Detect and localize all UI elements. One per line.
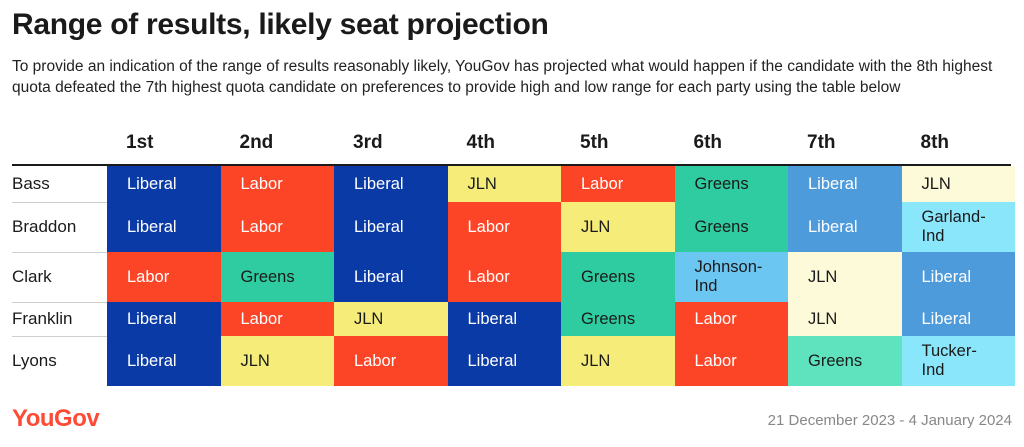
seat-cell: Liberal: [447, 302, 561, 336]
seat-cell: Liberal: [107, 302, 221, 336]
seat-cell: JLN: [447, 166, 561, 202]
seat-cell: Liberal: [788, 166, 902, 202]
chart-subtitle: To provide an indication of the range of…: [12, 58, 993, 96]
seat-cell: Labor: [107, 252, 221, 302]
table-row: Braddon Liberal Labor Liberal Labor JLN Greens…: [12, 202, 1015, 252]
seat-cell: Greens: [788, 336, 902, 386]
row-divider: [12, 252, 107, 253]
seat-cell: JLN: [788, 252, 902, 302]
seat-cell: JLN: [220, 336, 334, 386]
table-body: Bass Liberal Labor Liberal JLN Labor Greens Lib…: [12, 166, 1015, 386]
seat-cell: Johnson- Ind: [674, 252, 788, 302]
column-header-1st: 1st: [126, 132, 154, 153]
seat-cell: Greens: [220, 252, 334, 302]
table-row: Bass Liberal Labor Liberal JLN Labor Greens Lib…: [12, 166, 1015, 202]
row-divider: [12, 302, 107, 303]
row-label-braddon: Braddon: [12, 217, 77, 236]
seat-cell: Greens: [561, 302, 675, 336]
seat-cell: Labor: [220, 302, 334, 336]
seat-cell: Liberal: [107, 336, 221, 386]
seat-cell: Greens: [674, 202, 788, 252]
seat-cell: JLN: [561, 336, 675, 386]
seat-cell: Labor: [334, 336, 448, 386]
row-label-clark: Clark: [12, 267, 52, 286]
seat-cell: Labor: [447, 202, 561, 252]
seat-projection-table: 1st 2nd 3rd 4th 5th 6th 7th 8th Bass Liberal Labo…: [12, 128, 1015, 386]
seat-cell: Liberal: [107, 202, 221, 252]
column-header-3rd: 3rd: [353, 132, 383, 153]
seat-cell: Liberal: [901, 302, 1015, 336]
seat-cell: Labor: [674, 302, 788, 336]
seat-cell: Labor: [220, 202, 334, 252]
seat-cell: Labor: [447, 252, 561, 302]
seat-cell: Liberal: [788, 202, 902, 252]
column-header-5th: 5th: [580, 132, 609, 153]
table-row: Franklin Liberal Labor JLN Liberal Greens Labo…: [12, 302, 1015, 336]
seat-cell: Greens: [674, 166, 788, 202]
seat-cell: Labor: [674, 336, 788, 386]
seat-cell: Liberal: [334, 252, 448, 302]
seat-cell: Liberal: [107, 166, 221, 202]
row-label-bass: Bass: [12, 174, 50, 193]
table-row: Lyons Liberal JLN Labor Liberal JLN Labor Green…: [12, 336, 1015, 386]
table-row: Clark Labor Greens Liberal Labor Greens Johnso…: [12, 252, 1015, 302]
seat-cell: Liberal: [901, 252, 1015, 302]
yougov-logo: YouGov: [12, 405, 100, 432]
seat-cell: Garland- Ind: [901, 202, 1015, 252]
seat-cell: Liberal: [334, 166, 448, 202]
seat-cell: Greens: [561, 252, 675, 302]
seat-cell: JLN: [334, 302, 448, 336]
seat-cell: JLN: [561, 202, 675, 252]
chart-title: Range of results, likely seat projection: [12, 8, 549, 41]
column-header-4th: 4th: [466, 132, 496, 153]
column-header-8th: 8th: [920, 132, 950, 153]
seat-cell: Labor: [561, 166, 675, 202]
table-header-row: 1st 2nd 3rd 4th 5th 6th 7th 8th: [12, 128, 1011, 166]
column-header-6th: 6th: [693, 132, 723, 153]
seat-cell: Labor: [220, 166, 334, 202]
row-divider: [12, 202, 107, 203]
row-label-lyons: Lyons: [12, 351, 57, 370]
seat-cell: Liberal: [447, 336, 561, 386]
seat-cell: Liberal: [334, 202, 448, 252]
fieldwork-date: 21 December 2023 - 4 January 2024: [767, 412, 1012, 429]
row-label-franklin: Franklin: [12, 309, 73, 328]
row-divider: [12, 336, 107, 337]
seat-cell: Tucker- Ind: [901, 336, 1015, 386]
seat-cell: JLN: [901, 166, 1015, 202]
column-header-2nd: 2nd: [239, 132, 274, 153]
seat-cell: JLN: [788, 302, 902, 336]
column-header-7th: 7th: [807, 132, 836, 153]
